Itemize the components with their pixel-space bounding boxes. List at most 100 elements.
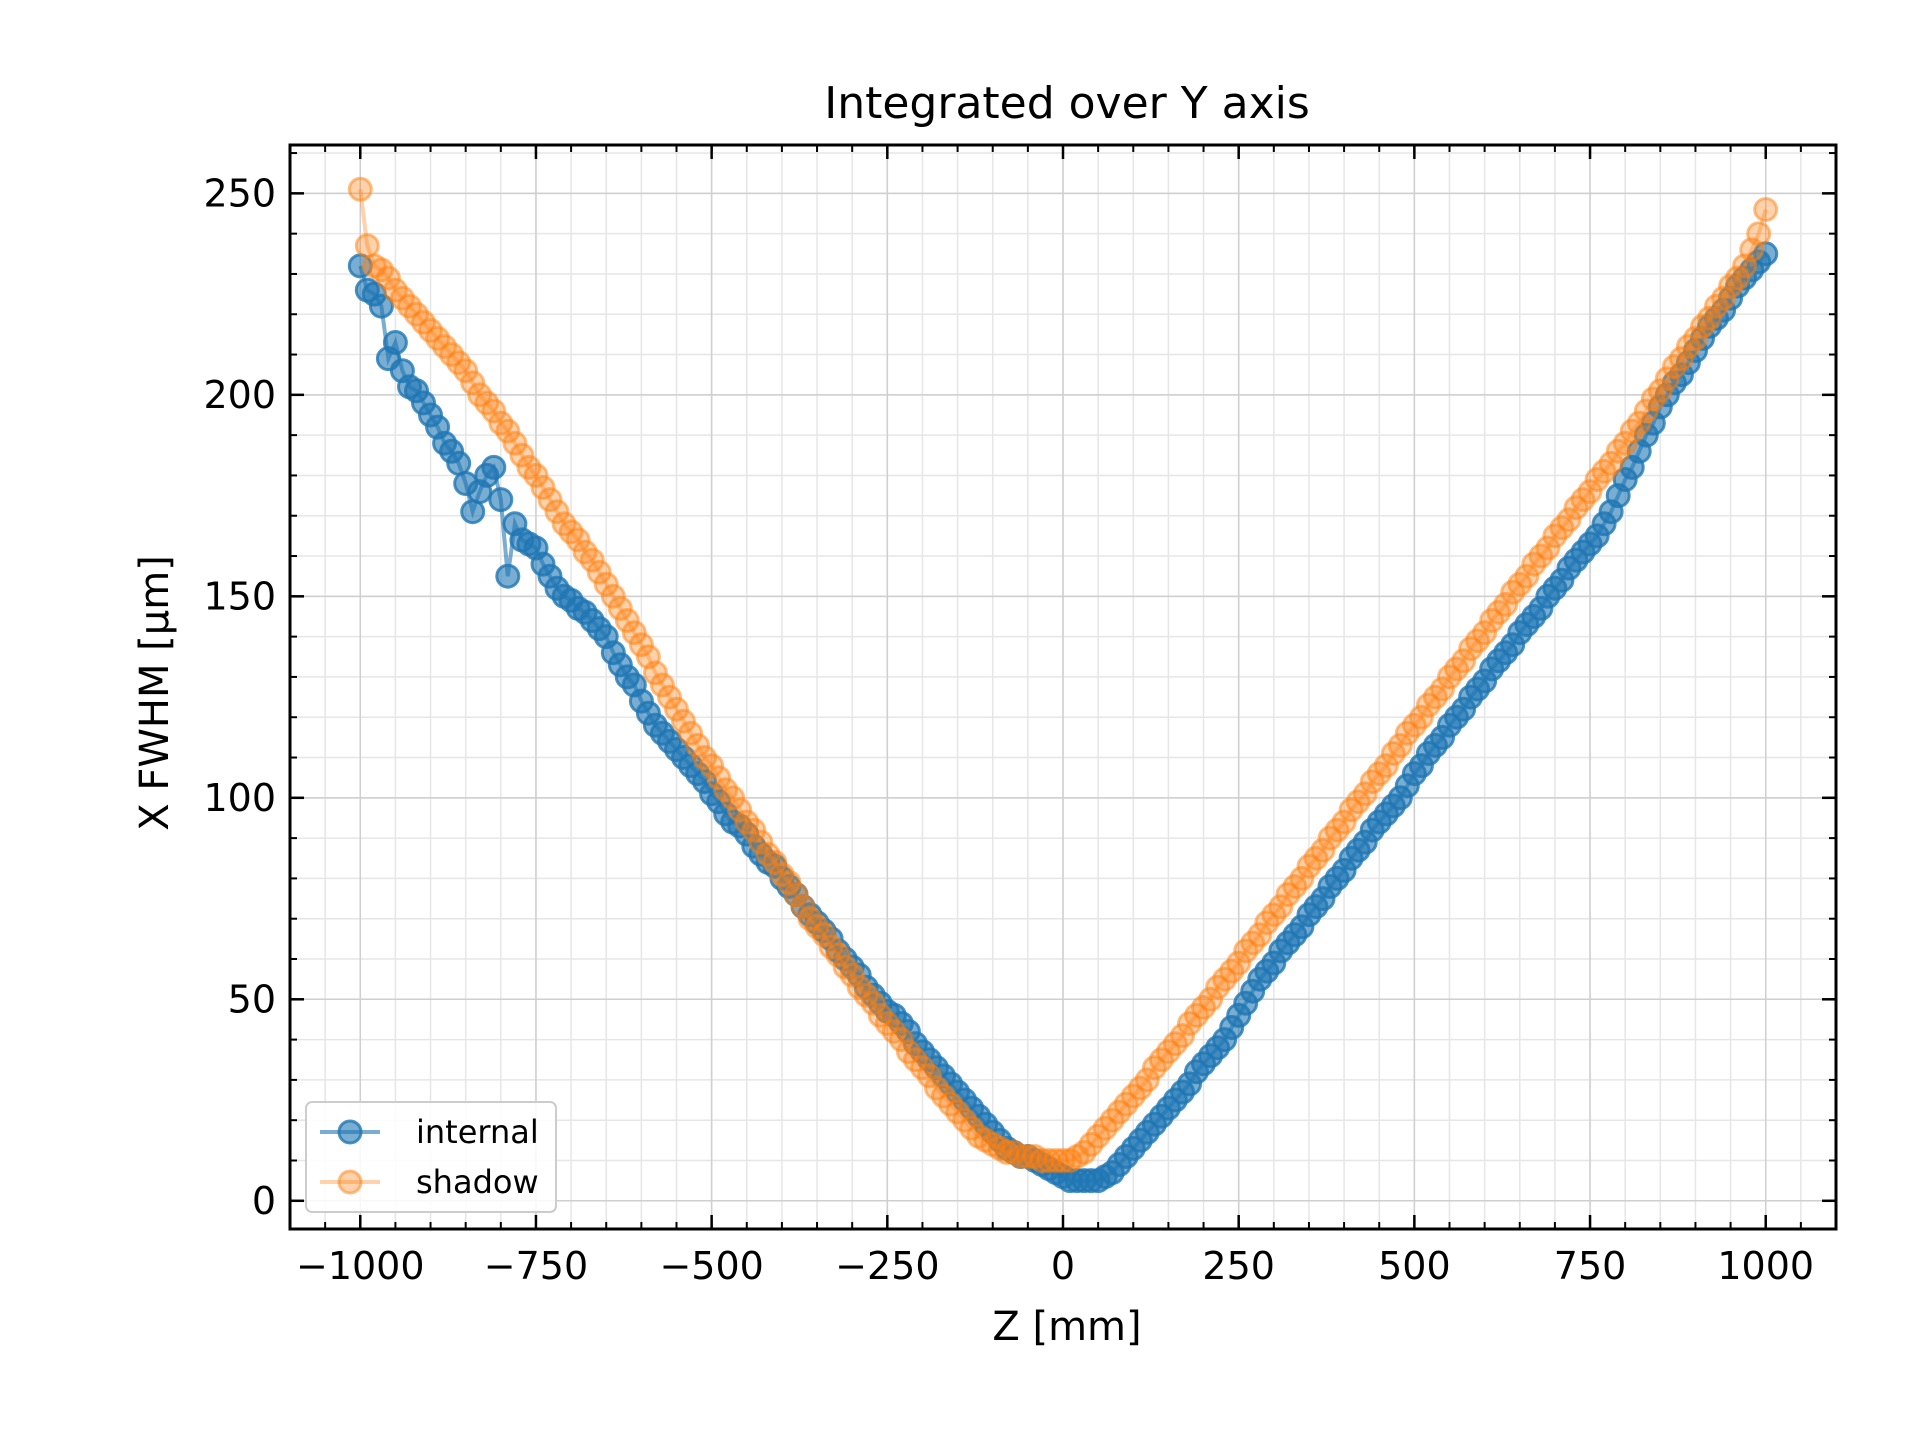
data-point-shadow	[593, 571, 619, 597]
data-point-shadow	[699, 753, 725, 779]
data-point-shadow	[860, 990, 886, 1016]
data-point-shadow	[671, 708, 696, 734]
data-point-shadow	[790, 894, 816, 920]
y-tick-label: 50	[228, 977, 276, 1021]
data-point-shadow	[1289, 865, 1315, 891]
x-tick-label: −250	[835, 1244, 939, 1288]
data-point-internal	[446, 450, 472, 476]
legend-item-shadow: shadow	[320, 1163, 539, 1201]
data-point-shadow	[657, 684, 682, 710]
data-point-internal	[481, 454, 507, 480]
data-point-shadow	[1626, 410, 1652, 436]
y-tick-label: 100	[203, 776, 276, 820]
data-point-shadow	[1352, 781, 1378, 807]
y-tick-label: 0	[252, 1179, 276, 1223]
data-point-shadow	[741, 817, 767, 843]
legend-marker-internal	[337, 1119, 363, 1145]
data-point-shadow	[544, 499, 570, 525]
data-point-shadow	[1430, 676, 1455, 702]
data-point-shadow	[1598, 450, 1624, 476]
data-point-shadow	[537, 487, 563, 513]
data-point-shadow	[354, 233, 380, 259]
data-point-shadow	[1331, 809, 1357, 835]
data-point-shadow	[1683, 325, 1708, 351]
data-point-shadow	[1472, 620, 1498, 646]
data-point-shadow	[642, 660, 668, 686]
x-tick-label: −1000	[296, 1244, 425, 1288]
chart-title: Integrated over Y axis	[824, 78, 1310, 129]
series-shadow	[347, 176, 1779, 1173]
data-point-shadow	[825, 942, 851, 968]
data-point-shadow	[347, 176, 373, 202]
y-tick-label: 200	[203, 373, 276, 417]
data-point-shadow	[495, 418, 521, 444]
data-point-shadow	[748, 829, 774, 855]
data-point-shadow	[917, 1063, 942, 1089]
legend-label-internal: internal	[416, 1113, 539, 1151]
data-point-shadow	[762, 849, 788, 875]
data-point-shadow	[1668, 346, 1694, 372]
data-point-shadow	[1268, 894, 1294, 920]
legend-label-shadow: shadow	[416, 1163, 539, 1201]
data-point-shadow	[607, 595, 633, 621]
data-point-internal	[368, 293, 394, 319]
data-point-shadow	[628, 632, 654, 658]
data-point-shadow	[888, 1027, 914, 1053]
data-point-shadow	[1310, 837, 1336, 863]
data-point-shadow	[375, 265, 401, 291]
data-point-shadow	[727, 797, 753, 823]
data-point-shadow	[621, 620, 647, 646]
data-point-shadow	[1170, 1023, 1195, 1049]
x-tick-label: 0	[1051, 1244, 1075, 1288]
data-point-shadow	[839, 962, 865, 988]
y-axis-label: X FWHM [µm]	[132, 555, 178, 831]
data-point-shadow	[1247, 922, 1273, 948]
data-point-shadow	[649, 672, 675, 698]
data-point-shadow	[720, 785, 746, 811]
data-point-shadow	[600, 583, 626, 609]
data-point-shadow	[579, 547, 605, 573]
data-point-shadow	[1725, 265, 1751, 291]
legend: internal shadow	[305, 1101, 557, 1213]
data-point-shadow	[460, 370, 486, 396]
legend-marker-shadow	[337, 1169, 363, 1195]
legend-box	[305, 1101, 557, 1213]
data-point-shadow	[453, 358, 479, 384]
y-tick-label: 250	[203, 171, 276, 215]
plot-area: −1000 −750 −500 −250 0 250 500 750 1000 0 50 100 150…	[203, 143, 1838, 1288]
data-point-shadow	[1451, 648, 1477, 674]
x-tick-label: 1000	[1717, 1244, 1814, 1288]
data-point-shadow	[565, 527, 591, 553]
data-point-shadow	[664, 696, 689, 722]
data-point-shadow	[1514, 563, 1540, 589]
data-point-shadow	[1535, 535, 1561, 561]
data-point-shadow	[1577, 479, 1603, 505]
legend-item-internal: internal	[320, 1113, 539, 1151]
data-point-internal	[495, 563, 521, 589]
x-tick-label: 500	[1378, 1244, 1451, 1288]
data-point-internal	[382, 330, 408, 355]
data-point-shadow	[614, 608, 640, 633]
data-point-shadow	[1373, 753, 1399, 779]
data-point-shadow	[1387, 732, 1413, 758]
data-point-shadow	[783, 882, 809, 907]
data-point-shadow	[502, 430, 528, 456]
data-point-shadow	[1226, 950, 1252, 976]
data-point-shadow	[1612, 430, 1638, 456]
data-point-shadow	[1697, 305, 1722, 331]
data-point-shadow	[1050, 1148, 1076, 1173]
data-point-shadow	[811, 922, 837, 948]
data-point-shadow	[509, 442, 535, 468]
data-point-shadow	[1134, 1067, 1160, 1093]
data-point-shadow	[706, 765, 732, 791]
data-point-shadow	[1198, 986, 1224, 1012]
data-point-shadow	[523, 462, 549, 488]
x-axis-label: Z [mm]	[992, 1304, 1141, 1350]
data-point-shadow	[481, 398, 507, 424]
data-point-shadow	[1633, 398, 1659, 424]
data-point-shadow	[678, 720, 704, 746]
data-point-shadow	[1647, 378, 1673, 404]
data-point-shadow	[1654, 366, 1680, 392]
y-tick-label: 150	[203, 574, 276, 618]
